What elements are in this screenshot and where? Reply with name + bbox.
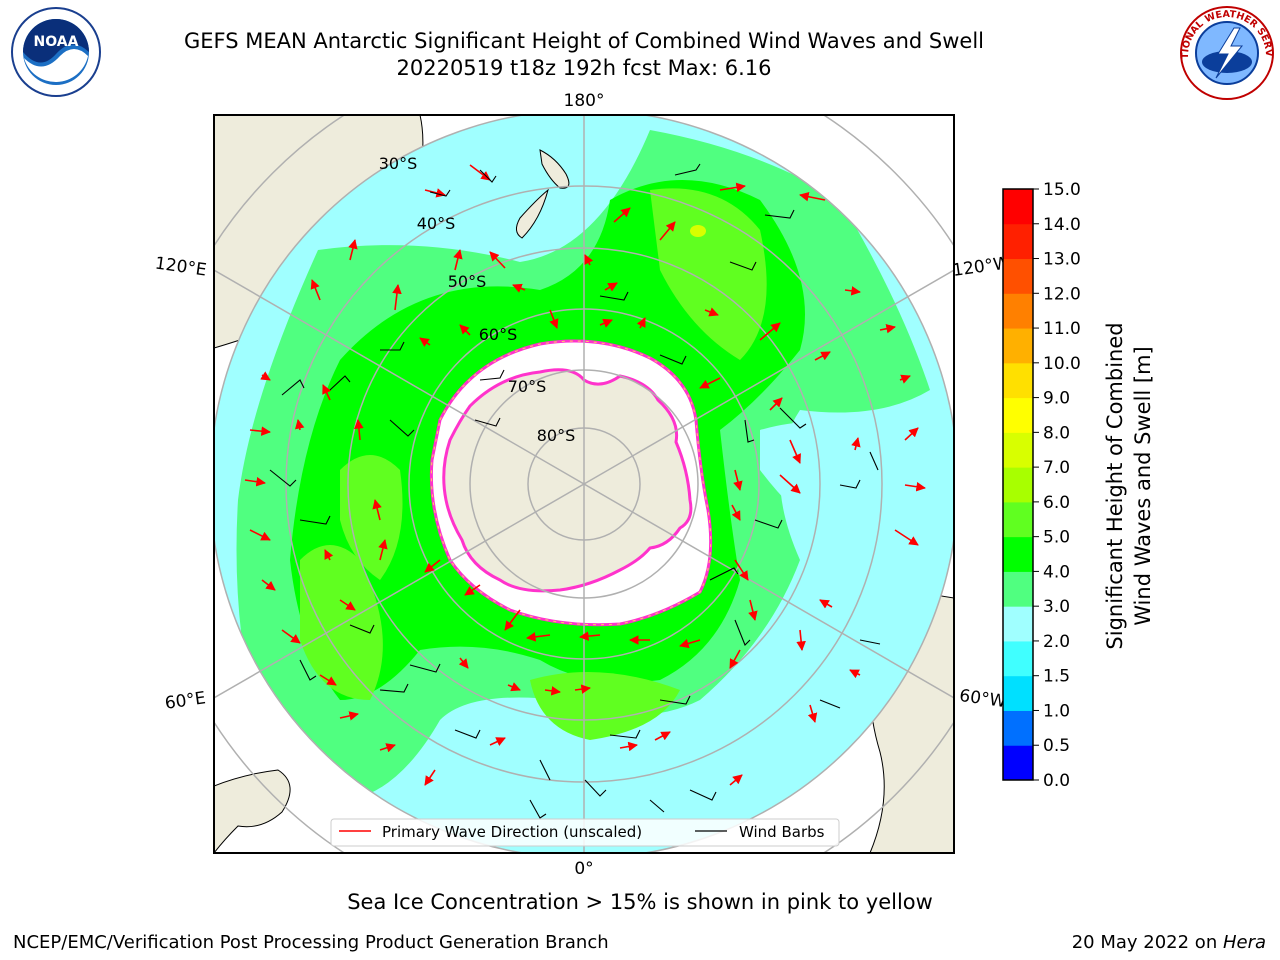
- colorbar-tick-label: 14.0: [1043, 215, 1081, 235]
- colorbar-tick-label: 11.0: [1043, 319, 1081, 339]
- label-60s: 60°S: [479, 325, 518, 344]
- label-70s: 70°S: [508, 377, 547, 396]
- map-border: [213, 114, 955, 854]
- map-legend: Primary Wave Direction (unscaled) Wind B…: [330, 818, 840, 847]
- label-40s: 40°S: [417, 214, 456, 233]
- label-0: 0°: [574, 859, 593, 879]
- chart-title: GEFS MEAN Antarctic Significant Height o…: [183, 29, 985, 53]
- colorbar-segment: [1003, 432, 1033, 468]
- colorbar-segment: [1003, 467, 1033, 503]
- nws-logo: NATIONAL WEATHER SERVICE: [1178, 4, 1274, 100]
- credit-host: Hera: [1222, 932, 1266, 953]
- colorbar-tick-label: 2.0: [1043, 632, 1070, 652]
- colorbar-segment: [1003, 640, 1033, 677]
- label-120e: 120°E: [154, 254, 208, 281]
- colorbar: 0.0 0.5 1.0 1.5 2.0 3.0 4.0 5.0 6.0 7.0 8.0 9.0 10.0…: [1002, 180, 1081, 791]
- colorbar-label-line2: Wind Waves and Swell [m]: [1131, 346, 1155, 626]
- colorbar-segment: [1003, 745, 1033, 781]
- colorbar-tick-label: 7.0: [1043, 458, 1070, 478]
- colorbar-segment: [1003, 397, 1033, 433]
- colorbar-tick-label: 0.0: [1043, 771, 1070, 791]
- colorbar-segment: [1003, 189, 1033, 225]
- colorbar-segment: [1003, 328, 1033, 364]
- label-180: 180°: [564, 91, 605, 111]
- colorbar-tick-label: 3.0: [1043, 597, 1070, 617]
- colorbar-segment: [1003, 710, 1033, 746]
- colorbar-tick-label: 13.0: [1043, 250, 1081, 270]
- colorbar-tick-label: 9.0: [1043, 389, 1070, 409]
- legend-wave-direction: Primary Wave Direction (unscaled): [382, 823, 642, 841]
- credit-date: 20 May 2022 on: [1071, 932, 1223, 953]
- land-africa: [214, 769, 291, 853]
- colorbar-segment: [1003, 223, 1033, 260]
- label-80s: 80°S: [537, 426, 576, 445]
- label-60e: 60°E: [164, 688, 207, 713]
- wind-barbs: [269, 163, 881, 819]
- colorbar-segment: [1003, 258, 1033, 294]
- colorbar-segment: [1003, 571, 1033, 607]
- legend-wind-barbs: Wind Barbs: [739, 823, 825, 841]
- colorbar-segment: [1003, 362, 1033, 399]
- colorbar-segment: [1003, 293, 1033, 329]
- colorbar-tick-label: 0.5: [1043, 736, 1070, 756]
- colorbar-segment: [1003, 501, 1033, 538]
- colorbar-tick-label: 12.0: [1043, 284, 1081, 304]
- label-30s: 30°S: [379, 154, 418, 173]
- colorbar-tick-label: 4.0: [1043, 562, 1070, 582]
- chart-subtitle: 20220519 t18z 192h fcst Max: 6.16: [396, 56, 772, 80]
- colorbar-tick-label: 5.0: [1043, 528, 1070, 548]
- colorbar-segment: [1003, 536, 1033, 572]
- label-50s: 50°S: [448, 272, 487, 291]
- noaa-logo: NOAA: [11, 7, 101, 97]
- colorbar-segment: [1003, 675, 1033, 711]
- colorbar-tick-label: 1.0: [1043, 701, 1070, 721]
- colorbar-tick-label: 15.0: [1043, 180, 1081, 200]
- colorbar-label-line1: Significant Height of Combined: [1103, 322, 1127, 649]
- colorbar-tick-label: 6.0: [1043, 493, 1070, 513]
- label-60w: 60°W: [958, 686, 1007, 712]
- colorbar-tick-label: 1.5: [1043, 667, 1070, 687]
- credit-left: NCEP/EMC/Verification Post Processing Pr…: [13, 932, 609, 953]
- wave-direction-arrows: [244, 164, 926, 786]
- graticule: [214, 115, 954, 853]
- noaa-logo-text: NOAA: [34, 34, 79, 50]
- sea-ice-caption: Sea Ice Concentration > 15% is shown in …: [347, 890, 933, 914]
- colorbar-tick-label: 8.0: [1043, 423, 1070, 443]
- credit-right: 20 May 2022 on Hera: [1072, 932, 1266, 953]
- colorbar-tick-label: 10.0: [1043, 354, 1081, 374]
- colorbar-segment: [1003, 606, 1033, 642]
- colorbar-border: [1002, 188, 1034, 781]
